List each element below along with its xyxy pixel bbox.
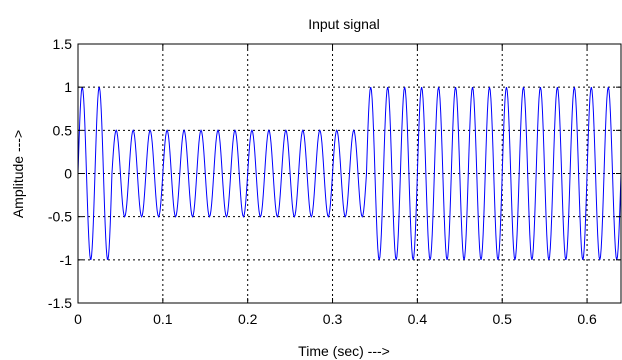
x-tick-label: 0.2 bbox=[238, 311, 258, 327]
chart-title: Input signal bbox=[308, 16, 380, 32]
x-tick-label: 0.6 bbox=[577, 311, 597, 327]
signal-segment bbox=[365, 87, 622, 260]
axis-ticks: 0 0.1 0.2 0.3 0.4 0.5 0.6 -1.5 -1 -0.5 0 0.5 1 1.5 bbox=[48, 36, 621, 327]
y-tick-label: -1.5 bbox=[48, 295, 72, 311]
y-tick-label: -1 bbox=[60, 252, 73, 268]
x-axis-label: Time (sec) ---> bbox=[298, 343, 390, 359]
x-tick-label: 0.4 bbox=[408, 311, 428, 327]
y-tick-label: 0.5 bbox=[53, 122, 73, 138]
signal-segment bbox=[111, 129, 367, 218]
y-tick-label: 1.5 bbox=[53, 36, 73, 52]
signal-series bbox=[77, 87, 622, 260]
x-tick-label: 0.3 bbox=[323, 311, 343, 327]
x-tick-label: 0.5 bbox=[492, 311, 512, 327]
y-axis-label: Amplitude ---> bbox=[10, 130, 26, 218]
y-tick-label: -0.5 bbox=[48, 209, 72, 225]
signal-segment bbox=[77, 87, 113, 260]
y-tick-label: 1 bbox=[64, 79, 72, 95]
y-tick-label: 0 bbox=[64, 166, 72, 182]
x-tick-label: 0 bbox=[74, 311, 82, 327]
x-tick-label: 0.1 bbox=[153, 311, 173, 327]
